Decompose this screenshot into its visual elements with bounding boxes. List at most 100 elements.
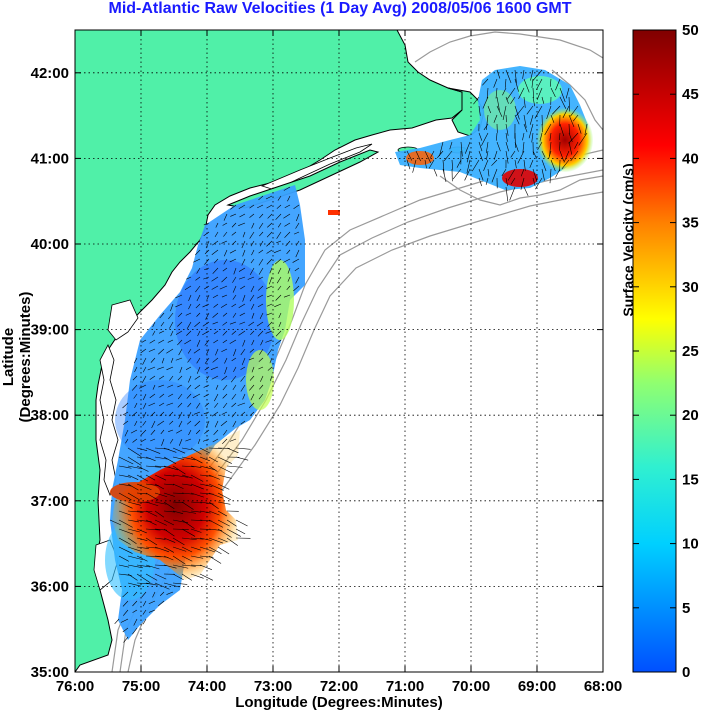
velocity-vector xyxy=(296,213,300,222)
velocity-vector xyxy=(213,429,219,436)
velocity-vector xyxy=(140,438,147,443)
velocity-vector xyxy=(168,393,174,397)
velocity-vector xyxy=(276,204,282,209)
velocity-vector xyxy=(154,546,170,553)
velocity-vector xyxy=(141,375,147,383)
velocity-vector xyxy=(550,159,556,172)
velocity-vector xyxy=(456,159,462,168)
velocity-vector xyxy=(562,105,570,118)
velocity-vector xyxy=(478,150,483,162)
velocity-vector xyxy=(158,384,165,388)
velocity-vector xyxy=(166,348,174,354)
velocity-vector xyxy=(208,537,223,544)
velocity-vector xyxy=(159,411,165,417)
velocity-vector xyxy=(109,519,122,526)
velocity-vector xyxy=(158,348,165,355)
velocity-vector xyxy=(507,168,516,181)
velocity-vector xyxy=(205,312,210,320)
velocity-vector xyxy=(241,258,246,266)
velocity-vector xyxy=(278,321,282,328)
velocity-vector xyxy=(518,87,525,99)
velocity-vector xyxy=(222,312,228,317)
velocity-vector xyxy=(136,528,147,534)
velocity-vector xyxy=(522,141,525,154)
velocity-vector xyxy=(257,330,264,337)
velocity-vector xyxy=(190,492,204,498)
velocity-vector xyxy=(233,348,237,357)
velocity-vector xyxy=(274,303,282,308)
velocity-vector xyxy=(175,294,183,299)
velocity-vector xyxy=(163,528,175,537)
velocity-vector xyxy=(163,519,175,526)
velocity-vector xyxy=(514,69,517,84)
velocity-vector xyxy=(278,312,282,319)
velocity-vector xyxy=(163,456,177,464)
velocity-vector xyxy=(269,267,273,274)
velocity-vector xyxy=(122,600,129,607)
velocity-vector xyxy=(249,348,255,353)
velocity-vector xyxy=(495,87,498,99)
colorbar-ticks: 0 5 10 15 20 25 30 35 40 45 50 xyxy=(633,22,699,681)
velocity-vector xyxy=(466,159,471,174)
velocity-vector xyxy=(222,384,228,391)
velocity-vector xyxy=(267,366,273,371)
velocity-vector xyxy=(114,618,120,625)
velocity-vector xyxy=(238,330,246,336)
velocity-vector xyxy=(142,420,147,426)
velocity-vector xyxy=(131,384,138,391)
velocity-vector xyxy=(439,141,444,156)
velocity-vector xyxy=(242,339,246,347)
velocity-vector xyxy=(248,357,255,361)
velocity-vector xyxy=(196,402,201,409)
velocity-vector xyxy=(127,564,143,569)
velocity-vector xyxy=(485,141,489,154)
velocity-vector xyxy=(159,393,165,398)
velocity-vector xyxy=(190,555,204,559)
velocity-vector xyxy=(163,447,177,453)
velocity-vector xyxy=(212,240,219,246)
velocity-vector xyxy=(452,168,462,180)
velocity-vector xyxy=(532,150,537,159)
velocity-vector xyxy=(226,465,243,468)
velocity-vector xyxy=(177,384,183,388)
velocity-vector xyxy=(195,429,201,435)
velocity-vector xyxy=(514,132,516,148)
velocity-vector xyxy=(534,105,543,119)
velocity-vector xyxy=(433,168,438,177)
velocity-vector xyxy=(249,267,255,276)
velocity-vector xyxy=(258,267,264,275)
velocity-vector xyxy=(295,276,300,284)
velocity-vector xyxy=(175,303,183,308)
velocity-vector xyxy=(217,474,232,479)
velocity-vector xyxy=(269,357,273,364)
velocity-vector xyxy=(510,96,516,104)
velocity-vector xyxy=(152,321,156,328)
velocity-vector xyxy=(251,303,255,310)
velocity-vector xyxy=(190,537,204,540)
velocity-vector xyxy=(240,375,246,382)
velocity-vector xyxy=(551,105,561,115)
velocity-vector xyxy=(145,519,157,526)
velocity-vector xyxy=(258,222,264,229)
velocity-vector xyxy=(258,366,264,370)
velocity-vector xyxy=(196,339,201,347)
velocity-vector xyxy=(169,438,174,444)
velocity-vector xyxy=(222,330,228,336)
velocity-vector xyxy=(235,456,249,461)
velocity-vector xyxy=(145,474,156,481)
velocity-hotspot-shoals xyxy=(502,169,538,187)
velocity-vector xyxy=(142,609,147,615)
velocity-vector xyxy=(232,276,237,283)
velocity-vector xyxy=(277,195,282,201)
velocity-vector xyxy=(163,537,176,543)
velocity-vector xyxy=(143,411,147,418)
velocity-vector xyxy=(190,573,204,579)
velocity-vector xyxy=(493,78,498,88)
velocity-vector xyxy=(258,357,264,362)
velocity-vector xyxy=(267,213,273,219)
velocity-vector xyxy=(285,240,291,247)
velocity-vector xyxy=(485,177,489,185)
velocity-vector xyxy=(217,492,232,501)
velocity-vector xyxy=(239,321,246,325)
